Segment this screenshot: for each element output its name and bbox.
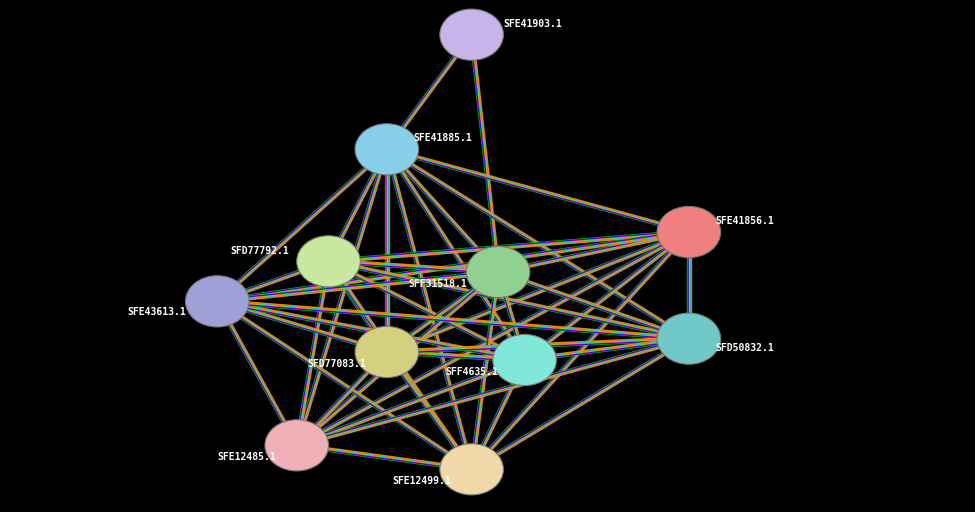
Text: SFF31518.1: SFF31518.1 (408, 279, 467, 289)
Ellipse shape (440, 9, 503, 60)
Ellipse shape (440, 444, 503, 495)
Ellipse shape (355, 124, 418, 175)
Text: SFE12485.1: SFE12485.1 (217, 452, 276, 462)
Text: SFE41856.1: SFE41856.1 (716, 217, 774, 226)
Text: SFE12499.1: SFE12499.1 (392, 476, 450, 486)
Ellipse shape (265, 420, 329, 471)
Text: SFF4635.1: SFF4635.1 (446, 367, 498, 377)
Ellipse shape (657, 206, 721, 258)
Text: SFD77083.1: SFD77083.1 (307, 359, 366, 369)
Text: SFD50832.1: SFD50832.1 (716, 343, 774, 353)
Ellipse shape (296, 236, 361, 287)
Ellipse shape (492, 334, 557, 386)
Ellipse shape (185, 276, 249, 327)
Text: SFE41903.1: SFE41903.1 (503, 19, 563, 29)
Text: SFD77792.1: SFD77792.1 (230, 246, 289, 255)
Ellipse shape (466, 246, 529, 297)
Text: SFE43613.1: SFE43613.1 (127, 307, 186, 317)
Ellipse shape (355, 327, 418, 377)
Text: SFE41885.1: SFE41885.1 (413, 133, 472, 143)
Ellipse shape (657, 313, 721, 364)
